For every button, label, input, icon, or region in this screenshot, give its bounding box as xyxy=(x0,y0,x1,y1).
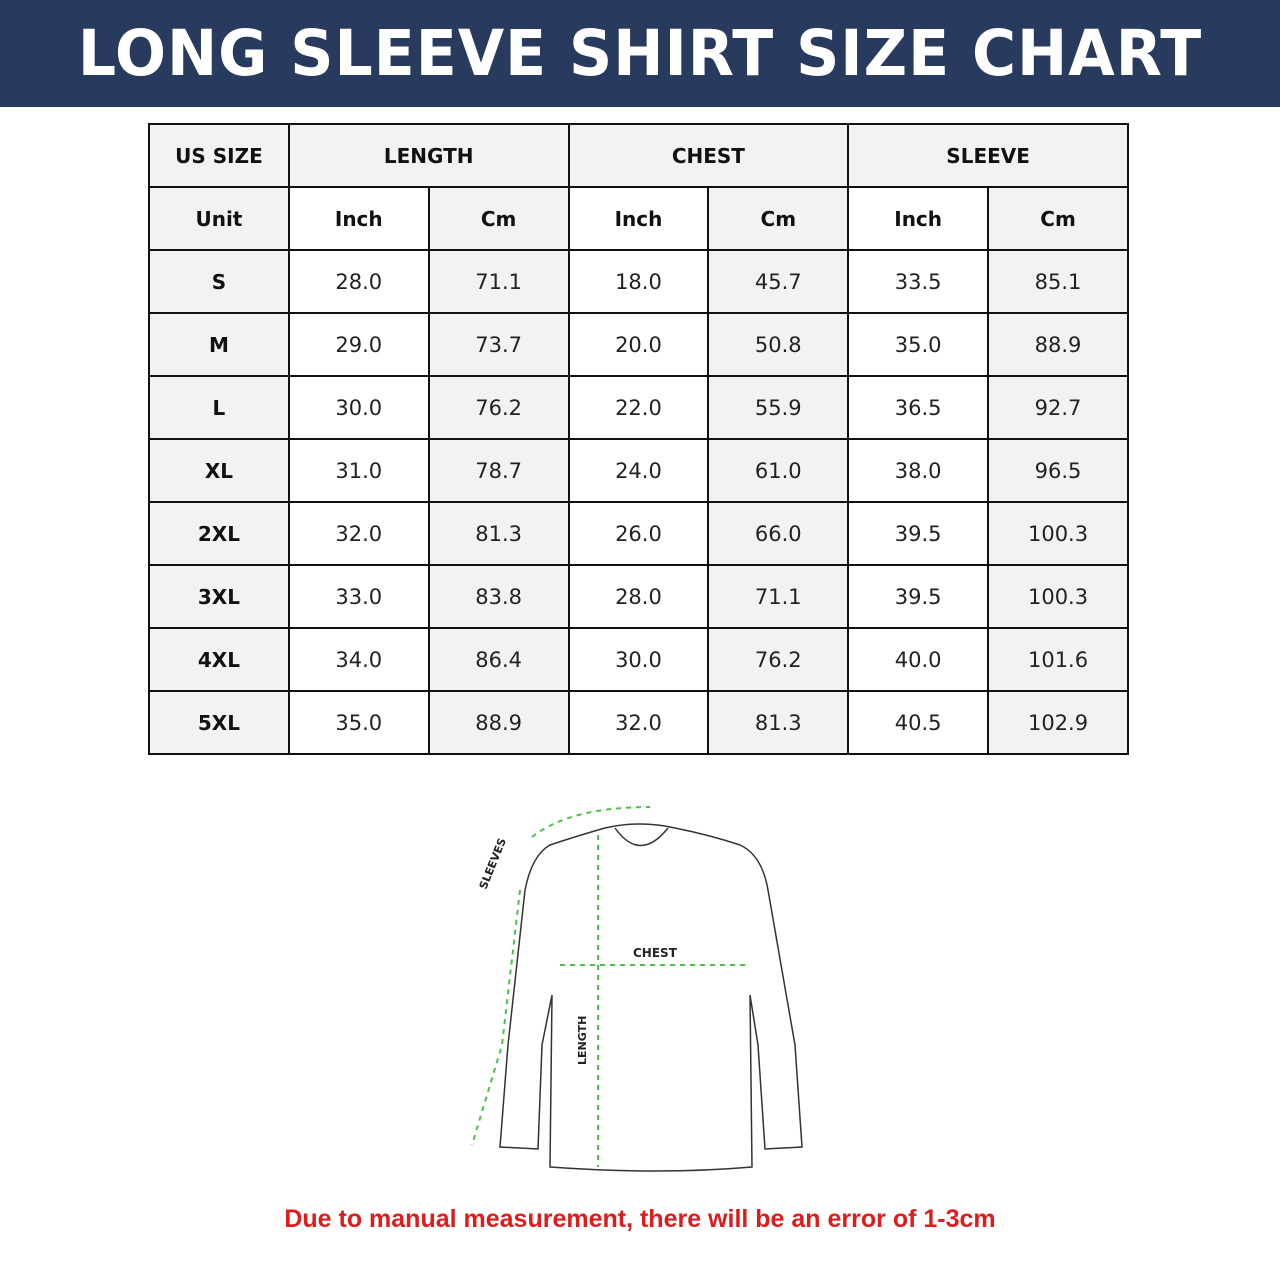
table-cell: Inch xyxy=(847,186,990,251)
table-cell: 30.0 xyxy=(287,375,430,440)
table-cell: 71.1 xyxy=(427,249,570,314)
table-cell: 38.0 xyxy=(847,438,990,503)
table-cell: 88.9 xyxy=(987,312,1129,377)
table-cell: 81.3 xyxy=(427,501,570,566)
row-label: XL xyxy=(148,438,290,503)
table-row: 2XL 32.0 81.3 26.0 66.0 39.5 100.3 xyxy=(148,501,1129,566)
table-cell: 32.0 xyxy=(287,501,430,566)
shirt-outline-icon xyxy=(499,823,803,1172)
table-cell: 50.8 xyxy=(707,312,850,377)
table-cell: 100.3 xyxy=(987,564,1129,629)
row-label: M xyxy=(148,312,290,377)
chest-label: CHEST xyxy=(633,946,678,960)
table-cell: 20.0 xyxy=(567,312,710,377)
table-row: M 29.0 73.7 20.0 50.8 35.0 88.9 xyxy=(148,312,1129,377)
table-cell: 61.0 xyxy=(707,438,850,503)
table-row: 4XL 34.0 86.4 30.0 76.2 40.0 101.6 xyxy=(148,627,1129,692)
table-cell: 18.0 xyxy=(567,249,710,314)
row-label: S xyxy=(148,249,290,314)
table-cell: 100.3 xyxy=(987,501,1129,566)
table-cell: Cm xyxy=(987,186,1129,251)
table-cell: 39.5 xyxy=(847,501,990,566)
measurement-note: Due to manual measurement, there will be… xyxy=(284,1205,996,1233)
table-cell: 66.0 xyxy=(707,501,850,566)
row-label: 5XL xyxy=(148,690,290,755)
table-row: L 30.0 76.2 22.0 55.9 36.5 92.7 xyxy=(148,375,1129,440)
table-cell: 45.7 xyxy=(707,249,850,314)
table-cell: 81.3 xyxy=(707,690,850,755)
table-cell: 32.0 xyxy=(567,690,710,755)
table-cell: Cm xyxy=(427,186,570,251)
table-cell: Inch xyxy=(567,186,710,251)
header-us-size: US SIZE xyxy=(148,123,290,188)
table-cell: 78.7 xyxy=(427,438,570,503)
table-cell: 31.0 xyxy=(287,438,430,503)
table-cell: 86.4 xyxy=(427,627,570,692)
table-cell: 30.0 xyxy=(567,627,710,692)
table-cell: 35.0 xyxy=(287,690,430,755)
table-cell: 92.7 xyxy=(987,375,1129,440)
table-cell: 83.8 xyxy=(427,564,570,629)
table-cell: 24.0 xyxy=(567,438,710,503)
table-cell: 22.0 xyxy=(567,375,710,440)
table-cell: 76.2 xyxy=(707,627,850,692)
table-cell: 36.5 xyxy=(847,375,990,440)
row-label: 3XL xyxy=(148,564,290,629)
table-row: XL 31.0 78.7 24.0 61.0 38.0 96.5 xyxy=(148,438,1129,503)
sleeves-label: SLEEVES xyxy=(477,836,509,891)
table-cell: 35.0 xyxy=(847,312,990,377)
measurement-arrows xyxy=(471,806,748,1167)
table-cell: 96.5 xyxy=(987,438,1129,503)
header-length: LENGTH xyxy=(287,123,570,188)
title-banner: LONG SLEEVE SHIRT SIZE CHART xyxy=(0,0,1280,107)
table-cell: 76.2 xyxy=(427,375,570,440)
table-cell: 26.0 xyxy=(567,501,710,566)
table-cell: 55.9 xyxy=(707,375,850,440)
table-cell: 102.9 xyxy=(987,690,1129,755)
table-cell: 71.1 xyxy=(707,564,850,629)
row-label: 2XL xyxy=(148,501,290,566)
table-cell: 34.0 xyxy=(287,627,430,692)
row-label: L xyxy=(148,375,290,440)
length-label: LENGTH xyxy=(576,1016,589,1065)
shirt-measurement-diagram: SLEEVES CHEST LENGTH xyxy=(471,806,803,1172)
table-row: 5XL 35.0 88.9 32.0 81.3 40.5 102.9 xyxy=(148,690,1129,755)
table-cell: 29.0 xyxy=(287,312,430,377)
row-label: Unit xyxy=(148,186,290,251)
header-chest: CHEST xyxy=(567,123,850,188)
table-cell: Inch xyxy=(287,186,430,251)
row-label: 4XL xyxy=(148,627,290,692)
table-cell: 73.7 xyxy=(427,312,570,377)
unit-row: Unit Inch Cm Inch Cm Inch Cm xyxy=(148,186,1129,251)
size-chart-table: US SIZE LENGTH CHEST SLEEVE Unit Inch Cm In… xyxy=(148,123,1129,755)
table-cell: 40.0 xyxy=(847,627,990,692)
table-cell: 28.0 xyxy=(567,564,710,629)
table-cell: 88.9 xyxy=(427,690,570,755)
table-cell: 40.5 xyxy=(847,690,990,755)
table-row: 3XL 33.0 83.8 28.0 71.1 39.5 100.3 xyxy=(148,564,1129,629)
table-row: S 28.0 71.1 18.0 45.7 33.5 85.1 xyxy=(148,249,1129,314)
table-cell: 85.1 xyxy=(987,249,1129,314)
group-header-row: US SIZE LENGTH CHEST SLEEVE xyxy=(148,123,1129,188)
table-cell: 33.5 xyxy=(847,249,990,314)
table-cell: 101.6 xyxy=(987,627,1129,692)
table-cell: 28.0 xyxy=(287,249,430,314)
table-cell: 33.0 xyxy=(287,564,430,629)
table-cell: Cm xyxy=(707,186,850,251)
header-sleeve: SLEEVE xyxy=(847,123,1129,188)
table-cell: 39.5 xyxy=(847,564,990,629)
page-title: LONG SLEEVE SHIRT SIZE CHART xyxy=(77,16,1203,91)
